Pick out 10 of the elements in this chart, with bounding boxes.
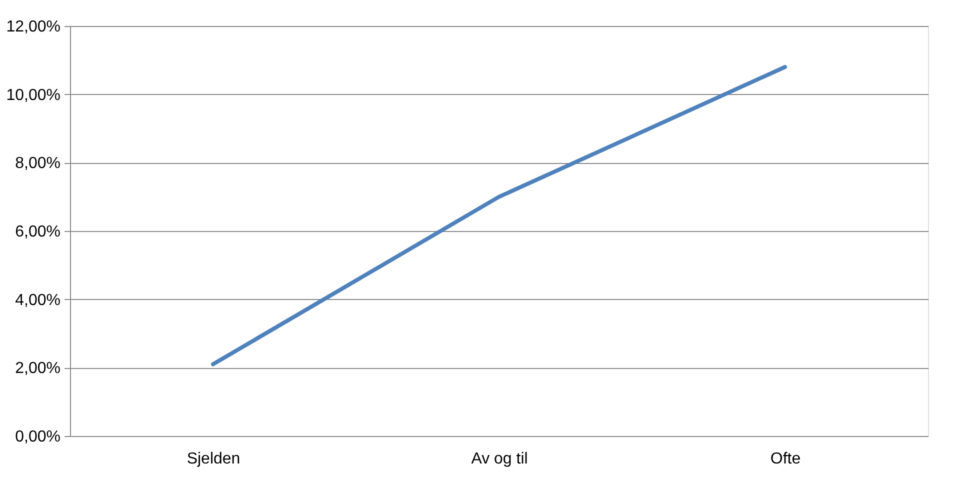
x-tick-label: Ofte (770, 450, 801, 468)
y-tick-label: 12,00% (6, 18, 60, 36)
x-tick-label: Sjelden (186, 450, 240, 468)
y-tick-label: 4,00% (15, 292, 60, 309)
y-tick-label: 6,00% (15, 224, 60, 240)
x-tick-label: Av og til (471, 450, 528, 468)
y-tick-label: 2,00% (15, 360, 60, 378)
y-tick-label: 8,00% (15, 155, 60, 172)
y-tick-label: 0,00% (15, 428, 60, 446)
y-tick-label: 10,00% (6, 86, 60, 104)
